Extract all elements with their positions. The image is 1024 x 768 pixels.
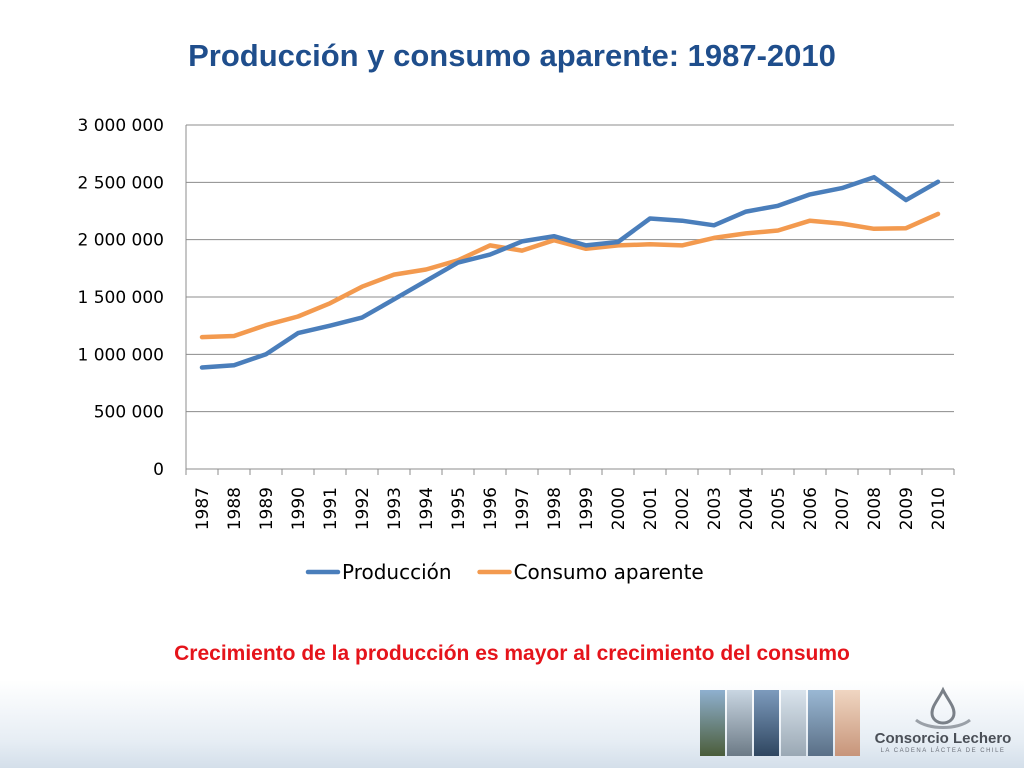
photo-strip [808, 690, 833, 756]
photo-strip [700, 690, 725, 756]
photo-strip [835, 690, 860, 756]
x-tick-label: 1994 [417, 487, 437, 530]
x-tick-label: 1996 [481, 487, 501, 530]
y-axis-ticks: 0 500 000 1 000 000 1 500 000 2 000 000 2 500… [77, 116, 164, 480]
y-tick-label: 2 500 000 [77, 173, 164, 193]
x-tick-label: 2003 [705, 487, 725, 530]
x-tick-label: 1999 [577, 487, 597, 530]
x-tick-label: 1990 [289, 487, 309, 530]
logo-tagline: LA CADENA LÁCTEA DE CHILE [880, 748, 1006, 754]
chart-annotation: Crecimiento de la producción es mayor al… [174, 642, 850, 665]
x-tick-label: 2007 [833, 487, 853, 530]
photo-strip [727, 690, 752, 756]
legend-label: Producción [342, 560, 452, 584]
gridlines [186, 124, 954, 413]
x-tick-label: 1991 [321, 487, 341, 530]
y-tick-label: 1 000 000 [77, 345, 164, 365]
milk-drop-icon [915, 686, 971, 729]
series [199, 174, 941, 370]
axes [185, 125, 955, 475]
x-tick-label: 1998 [545, 487, 565, 530]
x-tick-label: 2009 [897, 487, 917, 530]
x-tick-label: 2000 [609, 487, 629, 530]
photo-strip [754, 690, 779, 756]
x-tick-label: 1993 [385, 487, 405, 530]
x-tick-label: 2005 [769, 487, 789, 530]
logo-name: Consorcio Lechero [874, 730, 1012, 747]
x-tick-label: 2006 [801, 487, 821, 530]
y-tick-label: 3 000 000 [77, 116, 164, 136]
dairy-photo-collage [700, 690, 860, 756]
x-tick-label: 2008 [865, 487, 885, 530]
x-tick-label: 1987 [193, 487, 213, 530]
legend: Producción Consumo aparente [305, 560, 704, 584]
series-line-consumo-aparente [199, 211, 941, 340]
y-tick-label: 500 000 [94, 403, 164, 423]
y-tick-label: 1 500 000 [77, 288, 164, 308]
x-tick-label: 1997 [513, 487, 533, 530]
x-tick-label: 2002 [673, 487, 693, 530]
x-tick-label: 1992 [353, 487, 373, 530]
x-tick-label: 2010 [929, 487, 949, 530]
x-tick-label: 1989 [257, 487, 277, 530]
legend-label: Consumo aparente [514, 560, 704, 584]
x-axis-ticks: 1987 1988 1989 1990 1991 1992 1993 1994 1995 1996… [193, 487, 949, 530]
slide-title: Producción y consumo aparente: 1987-2010 [188, 38, 836, 73]
photo-strip [781, 690, 806, 756]
y-tick-label: 2 000 000 [77, 231, 164, 251]
x-tick-label: 2004 [737, 487, 757, 530]
x-tick-label: 1995 [449, 487, 469, 530]
line-chart: 0 500 000 1 000 000 1 500 000 2 000 000 2 500… [77, 116, 955, 584]
series-line-producción [199, 174, 941, 370]
x-tick-label: 1988 [225, 487, 245, 530]
consorcio-lechero-logo: Consorcio Lechero LA CADENA LÁCTEA DE CH… [868, 686, 1018, 764]
y-tick-label: 0 [153, 460, 164, 480]
x-tick-label: 2001 [641, 487, 661, 530]
